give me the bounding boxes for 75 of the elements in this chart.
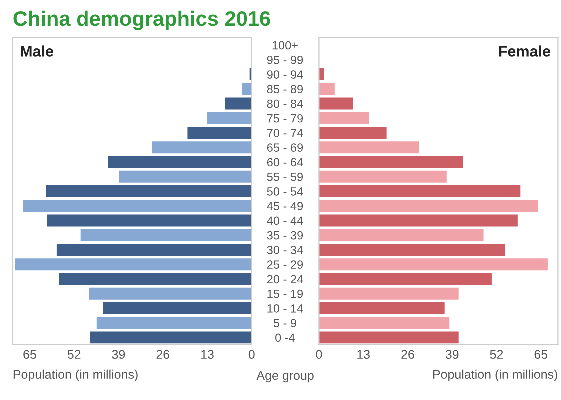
bar <box>319 317 450 330</box>
y-tick-label: 45 - 49 <box>267 202 304 211</box>
bar <box>46 186 252 198</box>
bar <box>119 170 252 183</box>
bar <box>319 170 447 183</box>
bar <box>319 112 370 124</box>
bar <box>319 273 492 286</box>
bar <box>319 156 464 168</box>
y-tick-label: 30 - 34 <box>267 246 304 254</box>
y-tick-label: 5 - 9 <box>274 319 296 328</box>
y-tick-label: 95 - 99 <box>267 56 304 64</box>
x-tick-label: 26 <box>402 350 414 360</box>
bar <box>319 98 354 110</box>
x-tick-label: 0 <box>316 350 322 360</box>
bar <box>108 156 252 168</box>
y-tick-label: 25 - 29 <box>267 260 304 269</box>
x-tick-label: 65 <box>534 350 548 360</box>
x-tick-label: 0 <box>248 350 255 360</box>
x-tick-label: 52 <box>490 350 504 360</box>
bar <box>319 302 445 314</box>
x-tick-label: 65 <box>24 350 36 360</box>
y-tick-label: 100+ <box>272 41 298 50</box>
x-axis-title: Population (in millions) <box>433 370 558 382</box>
y-tick-label: 15 - 19 <box>268 290 304 298</box>
bar <box>225 98 252 110</box>
y-tick-label: 80 - 84 <box>267 100 304 108</box>
x-axis-title: Population (in millions) <box>14 370 138 382</box>
bar <box>23 200 252 212</box>
x-tick-label: 39 <box>446 350 459 360</box>
y-tick-label: 0 -4 <box>276 334 296 342</box>
bar <box>319 186 521 198</box>
annotation: Male <box>21 46 54 57</box>
y-tick-label: 70 - 74 <box>267 129 304 138</box>
bar <box>152 142 252 154</box>
y-tick-label: 65 - 69 <box>267 144 304 152</box>
bar <box>319 200 538 212</box>
y-axis-title: Age group <box>256 371 314 383</box>
bar <box>319 332 459 344</box>
bar <box>47 214 252 227</box>
x-tick-label: 26 <box>156 350 170 360</box>
bar <box>242 83 252 96</box>
bar <box>15 258 252 271</box>
x-tick-label: 39 <box>112 350 126 360</box>
y-tick-label: 40 - 44 <box>267 216 304 226</box>
x-tick-label: 13 <box>202 350 214 360</box>
x-tick-label: 13 <box>358 350 370 360</box>
bar <box>319 288 459 300</box>
bar <box>319 83 335 96</box>
chart-title: China demographics 2016 <box>14 10 270 30</box>
y-tick-label: 20 - 24 <box>267 275 304 284</box>
y-tick-label: 85 - 89 <box>267 85 304 94</box>
bar <box>103 302 252 314</box>
bar <box>80 229 252 242</box>
bar <box>208 112 252 124</box>
bar <box>319 258 548 271</box>
y-tick-label: 60 - 64 <box>267 158 304 167</box>
bar <box>59 273 252 286</box>
bar <box>319 127 387 140</box>
bar <box>319 244 506 256</box>
y-tick-label: 90 - 94 <box>267 70 304 79</box>
bar <box>96 317 252 330</box>
annotation: Female <box>499 46 551 57</box>
bar <box>319 229 484 242</box>
y-tick-label: 35 - 39 <box>267 231 304 240</box>
bar <box>319 142 420 154</box>
y-tick-label: 55 - 59 <box>267 172 304 182</box>
y-tick-label: 75 - 79 <box>267 114 304 123</box>
bar <box>89 288 252 300</box>
bar <box>319 214 518 227</box>
bar <box>56 244 252 256</box>
x-tick-label: 52 <box>68 350 81 360</box>
bar <box>188 127 252 140</box>
y-tick-label: 50 - 54 <box>267 188 304 196</box>
bar <box>90 332 252 344</box>
y-tick-label: 10 - 14 <box>268 304 304 313</box>
